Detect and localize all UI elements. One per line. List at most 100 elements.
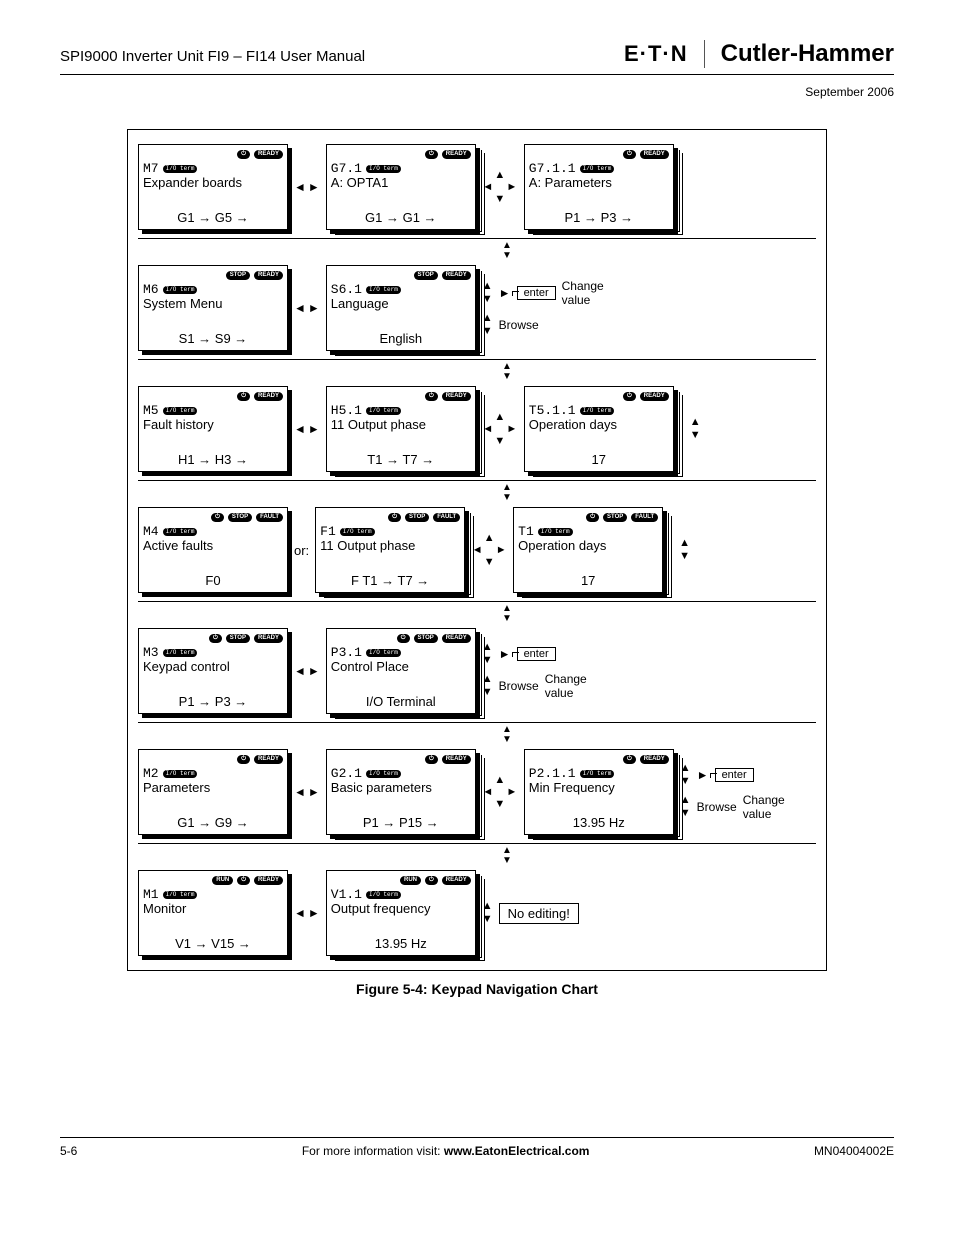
screen-range: 13.95 Hz: [331, 936, 471, 953]
io-term-badge: I/O term: [366, 770, 401, 778]
screen-range: 17: [518, 573, 658, 590]
menu-row: ⏻STOPFAULTM4I/O termActive faultsF0or:⏻S…: [138, 503, 816, 597]
status-badge: STOP: [603, 513, 627, 522]
io-term-badge: I/O term: [366, 649, 401, 657]
or-label: or:: [294, 543, 309, 558]
nav-cross: ▲◄►▼: [482, 411, 518, 447]
screen-label: 11 Output phase: [320, 539, 460, 553]
up-down-icon: ▲▼: [482, 642, 493, 666]
status-badge: STOP: [405, 513, 429, 522]
screen-range: G1 → G9 →: [143, 815, 283, 832]
screen-code: M1I/O term: [143, 887, 283, 902]
screen-range: 13.95 Hz: [529, 815, 669, 832]
lcd-screen: STOPREADYS6.1I/O termLanguageEnglish: [326, 265, 476, 351]
screen-code: M2I/O term: [143, 766, 283, 781]
status-badge: READY: [640, 392, 669, 401]
nav-cross: ▲◄►▼: [482, 169, 518, 205]
lcd-screen: ⏻READYP2.1.1I/O termMin Frequency13.95 H…: [524, 749, 674, 835]
up-down-icon: ▲▼: [482, 901, 493, 925]
action-column: ▲▼►enterChangevalue▲▼Browse: [482, 279, 604, 337]
status-badge: READY: [442, 876, 471, 885]
status-badge: READY: [254, 271, 283, 280]
status-badge: READY: [442, 150, 471, 159]
brand-divider: [704, 40, 705, 68]
screen-label: Control Place: [331, 660, 471, 674]
change-value-label: Changevalue: [743, 793, 785, 821]
status-badge: STOP: [226, 634, 250, 643]
screen-code: S6.1I/O term: [331, 282, 471, 297]
enter-key: enter: [715, 768, 754, 782]
enter-key: enter: [517, 286, 556, 300]
screen-label: Active faults: [143, 539, 283, 553]
brand-block: E·T·N Cutler-Hammer: [624, 40, 894, 68]
nav-left-right: ◄►: [294, 786, 320, 798]
screen-label: Language: [331, 297, 471, 311]
up-down-icon: ▲▼: [482, 313, 493, 337]
nav-cross: ▲◄►▼: [471, 532, 507, 568]
nav-left-right: ◄►: [294, 907, 320, 919]
status-badge: READY: [442, 392, 471, 401]
io-term-badge: I/O term: [580, 407, 615, 415]
screen-code: F1I/O term: [320, 524, 460, 539]
status-badge: STOP: [228, 513, 252, 522]
nav-left-right: ◄►: [294, 665, 320, 677]
change-value-label: Changevalue: [545, 672, 587, 700]
status-badge: STOP: [414, 634, 438, 643]
eaton-logo: E·T·N: [624, 41, 688, 67]
status-badge: ⏻: [209, 634, 222, 643]
screen-range: 17: [529, 452, 669, 469]
screen-label: A: Parameters: [529, 176, 669, 190]
status-badge: ⏻: [425, 150, 438, 159]
lcd-screen: ⏻READYM2I/O termParametersG1 → G9 →: [138, 749, 288, 835]
status-badge: READY: [640, 150, 669, 159]
status-badge: ⏻: [623, 755, 636, 764]
io-term-badge: I/O term: [163, 528, 198, 536]
io-term-badge: I/O term: [163, 649, 198, 657]
row-connector: ▲▼: [198, 604, 816, 624]
status-badge: READY: [442, 755, 471, 764]
status-badge: READY: [254, 876, 283, 885]
io-term-badge: I/O term: [163, 891, 198, 899]
screen-range: I/O Terminal: [331, 694, 471, 711]
screen-label: Fault history: [143, 418, 283, 432]
screen-range: F T1 → T7 →: [320, 573, 460, 590]
lcd-screen: ⏻STOPFAULTT1I/O termOperation days17: [513, 507, 663, 593]
status-badge: READY: [254, 755, 283, 764]
lcd-screen: ⏻STOPREADYM3I/O termKeypad controlP1 → P…: [138, 628, 288, 714]
lcd-screen: ⏻READYM5I/O termFault historyH1 → H3 →: [138, 386, 288, 472]
status-badge: ⏻: [586, 513, 599, 522]
up-down-icon: ▲▼: [679, 538, 690, 562]
screen-code: M4I/O term: [143, 524, 283, 539]
status-badge: READY: [640, 755, 669, 764]
screen-label: Parameters: [143, 781, 283, 795]
status-badge: READY: [442, 634, 471, 643]
status-badge: READY: [254, 150, 283, 159]
screen-range: S1 → S9 →: [143, 331, 283, 348]
status-badge: ⏻: [237, 876, 250, 885]
status-badge: ⏻: [425, 392, 438, 401]
io-term-badge: I/O term: [163, 770, 198, 778]
screen-code: H5.1I/O term: [331, 403, 471, 418]
screen-range: T1 → T7 →: [331, 452, 471, 469]
screen-range: G1 → G1 →: [331, 210, 471, 227]
status-badge: ⏻: [388, 513, 401, 522]
status-badge: ⏻: [397, 634, 410, 643]
screen-range: P1 → P3 →: [529, 210, 669, 227]
up-down-icon: ▲▼: [482, 281, 493, 305]
screen-label: Min Frequency: [529, 781, 669, 795]
lcd-screen: ⏻READYH5.1I/O term11 Output phaseT1 → T7…: [326, 386, 476, 472]
screen-code: V1.1I/O term: [331, 887, 471, 902]
no-edit-label: No editing!: [499, 903, 579, 924]
io-term-badge: I/O term: [340, 528, 375, 536]
lcd-screen: ⏻READYM7I/O termExpander boardsG1 → G5 →: [138, 144, 288, 230]
io-term-badge: I/O term: [580, 770, 615, 778]
lcd-screen: ⏻STOPFAULTM4I/O termActive faultsF0: [138, 507, 288, 593]
manual-title: SPI9000 Inverter Unit FI9 – FI14 User Ma…: [60, 48, 365, 65]
enter-key: enter: [517, 647, 556, 661]
screen-range: H1 → H3 →: [143, 452, 283, 469]
screen-label: Output frequency: [331, 902, 471, 916]
screen-label: Operation days: [529, 418, 669, 432]
screen-code: T1I/O term: [518, 524, 658, 539]
status-badge: ⏻: [425, 876, 438, 885]
browse-label: Browse: [499, 318, 539, 332]
